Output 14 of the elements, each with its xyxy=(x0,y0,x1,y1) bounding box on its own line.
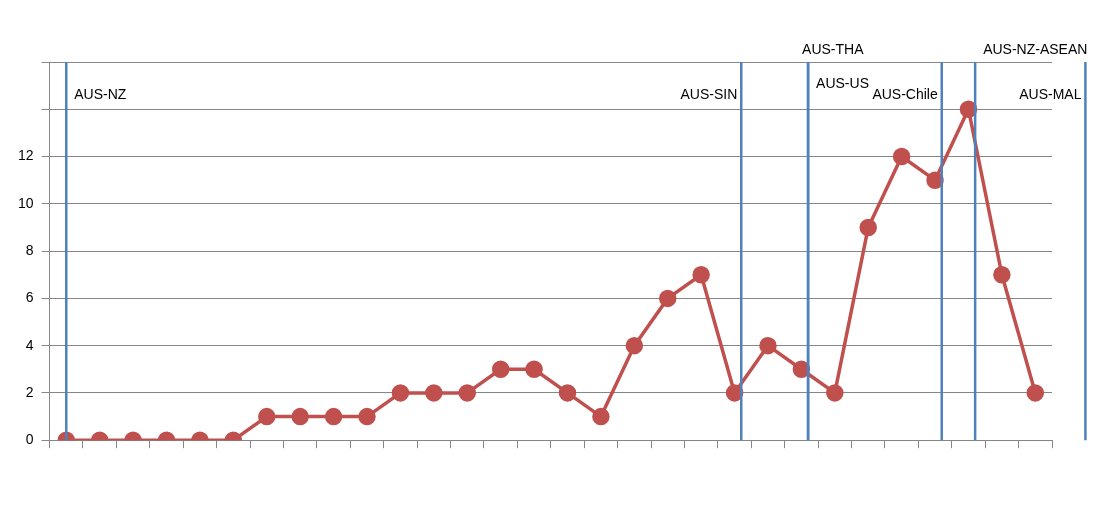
text: AUS-MAL xyxy=(1019,85,1082,102)
y-tick-label: 0 xyxy=(25,431,34,448)
text: AUS-NZ xyxy=(74,85,127,102)
y-tick-label: 4 xyxy=(25,336,34,353)
text: AUS-Chile xyxy=(872,85,938,102)
y-tick-label: 6 xyxy=(25,289,34,306)
y-tick-label: 2 xyxy=(25,383,34,400)
y-tick-label: 12 xyxy=(17,147,34,164)
text: AUS-THA xyxy=(802,40,864,57)
text: AUS-SIN xyxy=(680,85,738,102)
text: AUS-NZ-ASEAN xyxy=(983,40,1088,57)
y-tick-label: 8 xyxy=(25,241,34,258)
text: AUS-US xyxy=(816,74,869,91)
y-tick-label: 10 xyxy=(17,194,34,211)
